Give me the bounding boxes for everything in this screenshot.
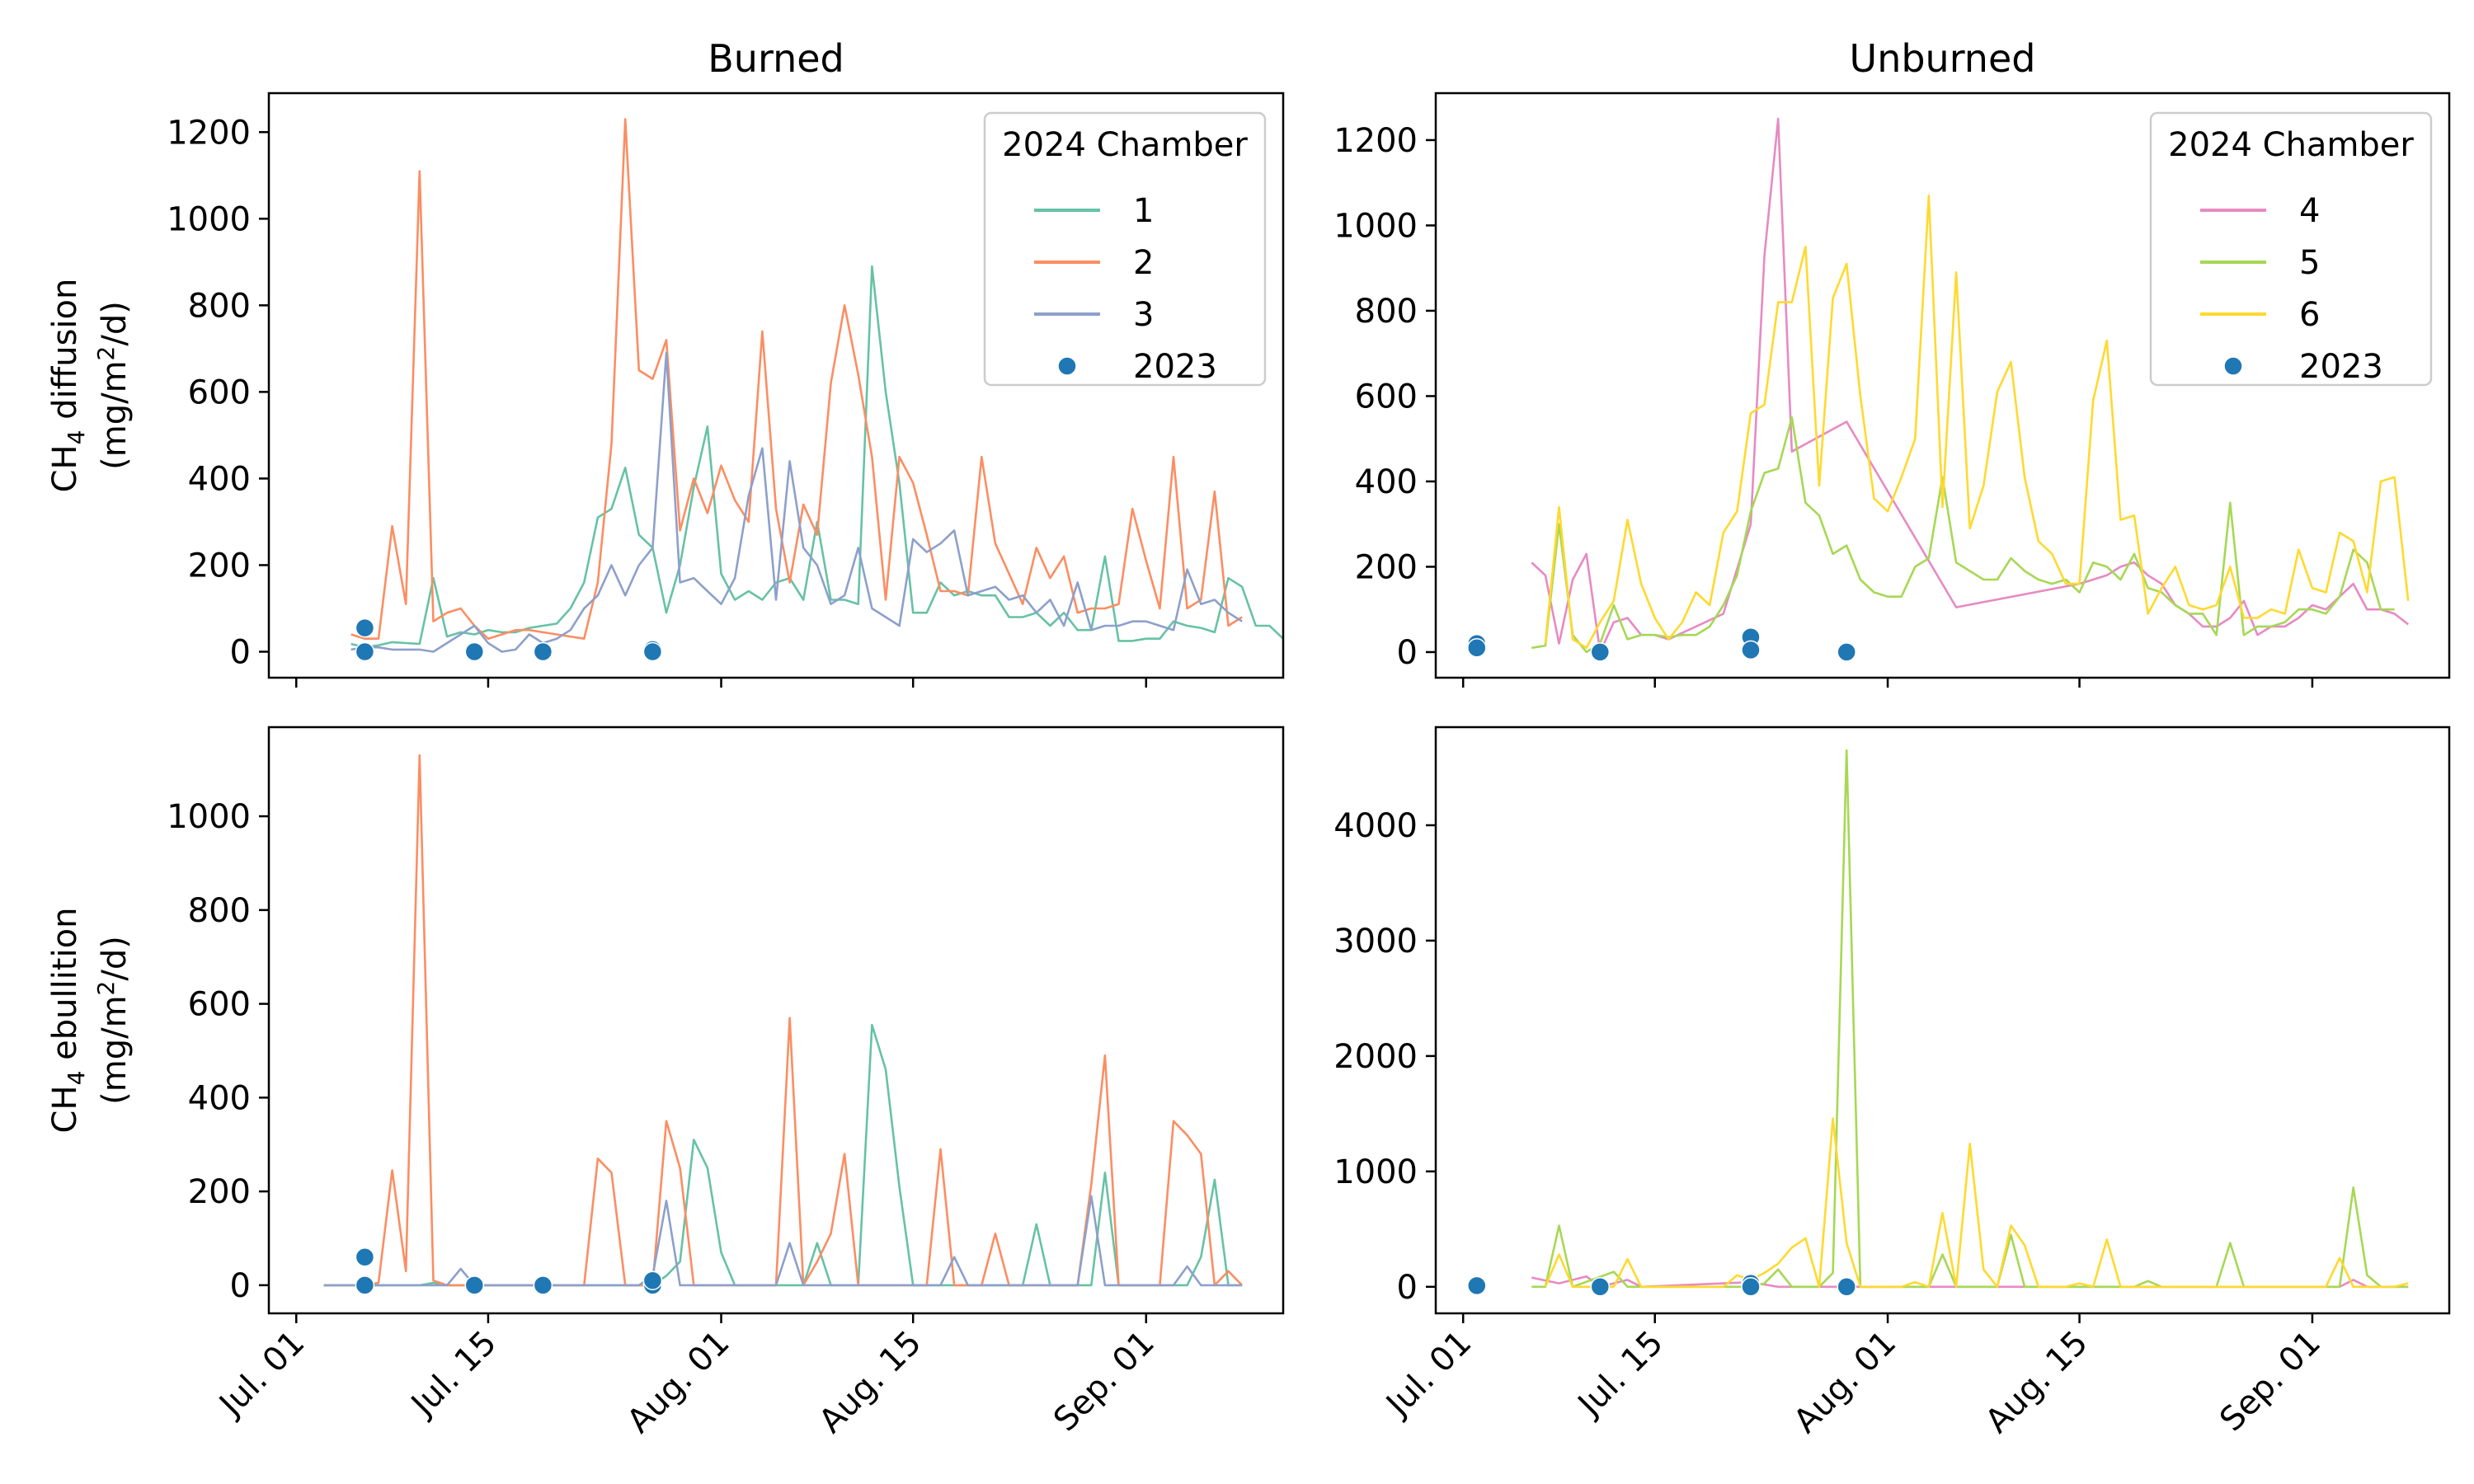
- series-line-chamber-6: [1544, 194, 2410, 650]
- series-line-chamber-2: [350, 118, 1243, 641]
- legend-swatch-2023: [2223, 356, 2243, 376]
- y-axis-label-line2: (mg/m2/d): [92, 936, 134, 1105]
- y-tick-label: 0: [1397, 634, 1418, 672]
- point-2023: [464, 1275, 485, 1295]
- legend-entry-label: 2023: [2299, 348, 2383, 386]
- panel-burned-ebullition: 0 200 400 600 800 1000 Jul. 01 Jul. 15 Aug. 01 Au…: [46, 726, 1285, 1441]
- legend-swatch-2023: [1057, 356, 1077, 376]
- x-tick-label: Aug. 15: [1978, 1324, 2095, 1441]
- series-line-chamber-4: [1531, 1275, 2409, 1289]
- y-tick-label: 600: [1355, 378, 1418, 416]
- y-tick-label: 0: [1397, 1269, 1418, 1307]
- x-tick-label: Sep. 01: [1047, 1324, 1162, 1439]
- legend-entry-label: 5: [2299, 244, 2320, 282]
- point-2023: [642, 641, 663, 662]
- y-tick-label: 400: [1355, 463, 1418, 501]
- series-line-chamber-6: [1544, 1117, 2409, 1289]
- point-2023: [1741, 1277, 1761, 1297]
- legend-entry-label: 1: [1133, 192, 1154, 230]
- axes-frame: [1434, 726, 2451, 1315]
- y-tick-label: 200: [188, 1173, 251, 1211]
- legend-entry-label: 2023: [1133, 348, 1217, 386]
- legend-entry-label: 3: [1133, 296, 1154, 334]
- y-tick-label: 1000: [1333, 1153, 1418, 1191]
- y-tick-label: 1200: [1333, 122, 1418, 160]
- y-tick-label: 200: [1355, 548, 1418, 586]
- y-tick-label: 1000: [1333, 207, 1418, 245]
- series-line-chamber-5: [1531, 416, 2395, 654]
- panel-unburned-diffusion: 0 200 400 600 800 1000 1200 Unburned 2024 Chambe…: [1333, 36, 2451, 688]
- axes-frame: [267, 726, 1285, 1315]
- y-tick-label: 2000: [1333, 1038, 1418, 1076]
- panel-title: Unburned: [1850, 36, 2036, 81]
- x-tick-label: Jul. 15: [1569, 1324, 1671, 1425]
- y-tick-label: 400: [188, 1079, 251, 1117]
- legend: 2024 Chamber 1 2 3 2023: [983, 111, 1267, 387]
- panel-burned-diffusion: 0 200 400 600 800 1000 1200 Burned CH4 diffusion…: [46, 36, 1285, 688]
- series-line-chamber-5: [1531, 749, 2409, 1289]
- point-2023: [533, 641, 553, 662]
- panel-unburned-ebullition: 0 1000 2000 3000 4000 Jul. 01 Jul. 15 Aug. 01 Au…: [1333, 726, 2451, 1441]
- y-tick-label: 1000: [167, 798, 251, 836]
- point-2023: [464, 641, 485, 662]
- legend-box: [983, 111, 1267, 387]
- y-tick-label: 0: [230, 633, 251, 671]
- point-2023: [1590, 1277, 1611, 1297]
- point-2023: [533, 1275, 553, 1295]
- x-tick-label: Aug. 01: [1786, 1324, 1903, 1441]
- series-line-chamber-3: [350, 351, 1243, 653]
- legend-title: 2024 Chamber: [1002, 126, 1248, 164]
- point-2023: [355, 1247, 375, 1267]
- legend-title: 2024 Chamber: [2168, 126, 2414, 164]
- legend-entry-label: 4: [2299, 192, 2320, 230]
- series-line-chamber-4: [1531, 117, 2409, 654]
- legend-entry-label: 2: [1133, 244, 1154, 282]
- axes-frame: [267, 92, 1285, 679]
- panel-title: Burned: [708, 36, 844, 81]
- series-line-chamber-3: [323, 1195, 1243, 1287]
- y-tick-label: 800: [188, 287, 251, 325]
- y-tick-label: 1200: [167, 114, 251, 152]
- point-2023: [1837, 642, 1856, 662]
- y-tick-label: 600: [188, 986, 251, 1024]
- point-2023: [642, 1270, 663, 1290]
- y-tick-label: 3000: [1333, 923, 1418, 960]
- legend-entry-label: 6: [2299, 296, 2320, 334]
- y-tick-label: 600: [188, 373, 251, 411]
- point-2023: [355, 641, 375, 662]
- y-tick-label: 800: [1355, 293, 1418, 331]
- y-tick-label: 200: [188, 547, 251, 585]
- axes-frame: [1434, 92, 2451, 679]
- x-tick-label: Jul. 01: [211, 1324, 313, 1425]
- point-2023: [1837, 1277, 1856, 1297]
- y-axis-label-line2: (mg/m2/d): [92, 301, 134, 470]
- y-axis-label-line1: CH4 diffusion: [46, 279, 90, 493]
- y-axis-label-line1: CH4 ebullition: [46, 908, 90, 1134]
- legend: 2024 Chamber 4 5 6 2023: [2149, 111, 2433, 387]
- point-2023: [1590, 642, 1611, 662]
- series-line-chamber-2: [323, 754, 1244, 1287]
- point-2023: [1467, 638, 1487, 658]
- x-tick-label: Sep. 01: [2213, 1324, 2328, 1439]
- x-tick-label: Jul. 15: [402, 1324, 504, 1425]
- y-tick-label: 800: [188, 892, 251, 930]
- y-tick-label: 0: [230, 1267, 251, 1305]
- y-tick-label: 400: [188, 460, 251, 498]
- y-tick-label: 1000: [167, 200, 251, 238]
- point-2023: [355, 618, 375, 638]
- point-2023: [1467, 1275, 1487, 1296]
- x-tick-label: Aug. 15: [812, 1324, 929, 1441]
- point-2023: [1741, 640, 1761, 660]
- legend-box: [2149, 111, 2433, 387]
- y-tick-label: 4000: [1333, 807, 1418, 845]
- point-2023: [355, 1275, 375, 1295]
- x-tick-label: Aug. 01: [620, 1324, 737, 1441]
- x-tick-label: Jul. 01: [1378, 1324, 1479, 1425]
